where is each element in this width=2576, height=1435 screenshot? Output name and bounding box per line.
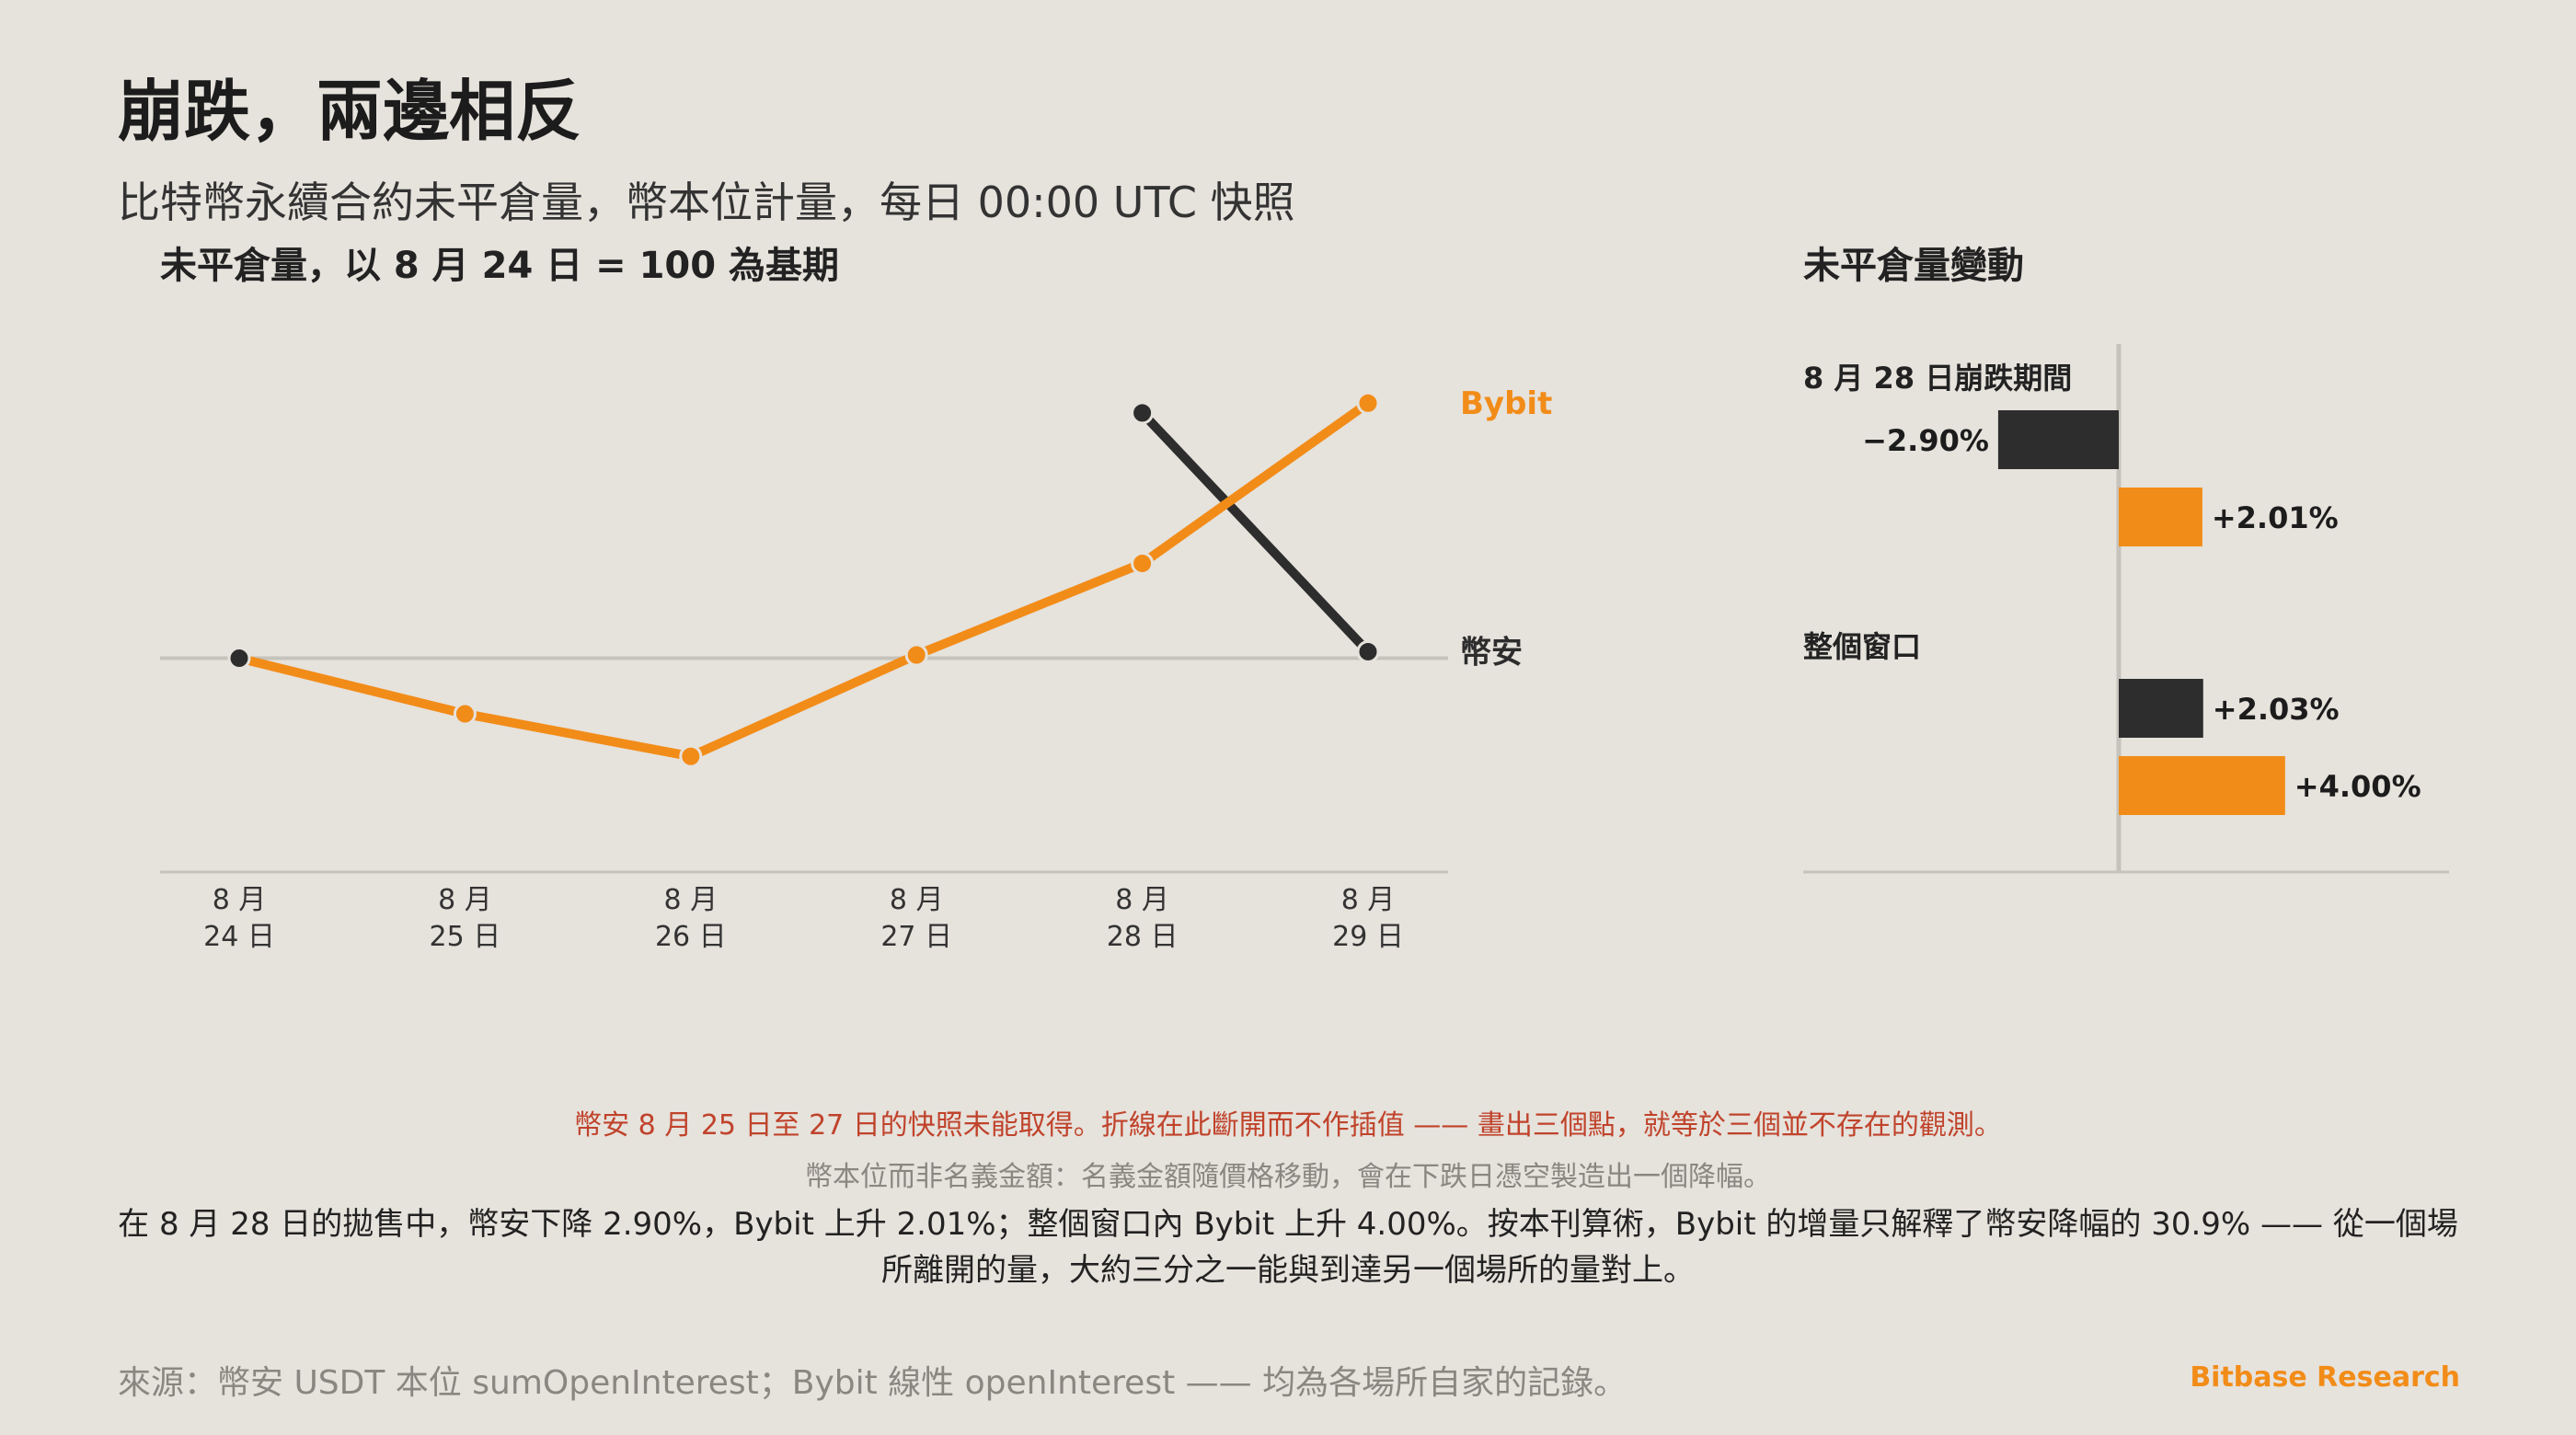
data-point [453, 702, 477, 726]
x-tick-label: 24 日 [203, 921, 275, 953]
x-tick-label: 8 月 [890, 884, 944, 916]
data-point [1356, 391, 1380, 415]
data-point [1356, 639, 1380, 663]
x-tick-label: 8 月 [213, 884, 267, 916]
data-point [679, 744, 703, 768]
group-label: 整個窗口 [1803, 629, 1921, 664]
x-tick-label: 25 日 [430, 921, 501, 953]
series-label: Bybit [1460, 385, 1552, 422]
x-tick-label: 26 日 [655, 921, 727, 953]
x-tick-label: 8 月 [1115, 884, 1169, 916]
line-chart-title: 未平倉量，以 8 月 24 日 = 100 為基期 [160, 245, 839, 287]
x-tick-label: 27 日 [880, 921, 952, 953]
bar [2119, 488, 2202, 546]
data-point [904, 643, 928, 667]
x-tick-label: 29 日 [1332, 921, 1404, 953]
bar-value-label: +2.01% [2212, 500, 2339, 535]
bar-value-label: +2.03% [2213, 692, 2340, 727]
bar-chart: 8 月 28 日崩跌期間 −2.90% +2.01% 整個窗口 +2.03% +4.00% [1803, 344, 2449, 874]
line-chart: 8 月 24 日 8 月 25 日 8 月 26 日 8 月 27 日 8 月 28 日 8 月 29… [160, 385, 1552, 953]
page-subtitle: 比特幣永續合約未平倉量，幣本位計量，每日 00:00 UTC 快照 [118, 178, 1295, 227]
x-tick-label: 8 月 [438, 884, 492, 916]
group-label: 8 月 28 日崩跌期間 [1803, 361, 2072, 396]
data-point [1131, 401, 1155, 425]
x-tick-label: 8 月 [1341, 884, 1396, 916]
series-line-segment [1137, 398, 1373, 568]
x-tick-label: 8 月 [663, 884, 718, 916]
data-point [227, 647, 251, 671]
bar [2119, 679, 2203, 738]
source-note: 來源：幣安 USDT 本位 sumOpenInterest；Bybit 線性 o… [118, 1364, 1627, 1402]
bar-chart-title: 未平倉量變動 [1803, 245, 2024, 287]
data-point [1131, 551, 1155, 575]
bar [2119, 756, 2285, 815]
x-tick-label: 28 日 [1107, 921, 1179, 953]
series-line-segment [912, 558, 1147, 660]
series-line-segment [685, 650, 922, 762]
series-line-segment [1137, 408, 1373, 657]
bar-value-label: −2.90% [1862, 423, 1989, 458]
brand-logo-text: Bitbase Research [2190, 1361, 2460, 1394]
chart-canvas: 8 月 24 日 8 月 25 日 8 月 26 日 8 月 27 日 8 月 28 日 8 月 29… [160, 344, 2449, 953]
summary-text: 在 8 月 28 日的拋售中，幣安下降 2.90%，Bybit 上升 2.01%… [118, 1206, 2458, 1289]
page-title: 崩跌，兩邊相反 [118, 73, 582, 150]
bar [1997, 410, 2119, 469]
series-line-segment [235, 653, 470, 718]
unit-note: 幣本位而非名義金額：名義金額隨價格移動，會在下跌日憑空製造出一個降幅。 [805, 1161, 1771, 1193]
gap-note: 幣安 8 月 25 日至 27 日的快照未能取得。折線在此斷開而不作插值 —— … [574, 1109, 2002, 1142]
series-line-segment [460, 709, 696, 762]
series-label: 幣安 [1460, 634, 1523, 671]
bar-value-label: +4.00% [2294, 769, 2421, 804]
